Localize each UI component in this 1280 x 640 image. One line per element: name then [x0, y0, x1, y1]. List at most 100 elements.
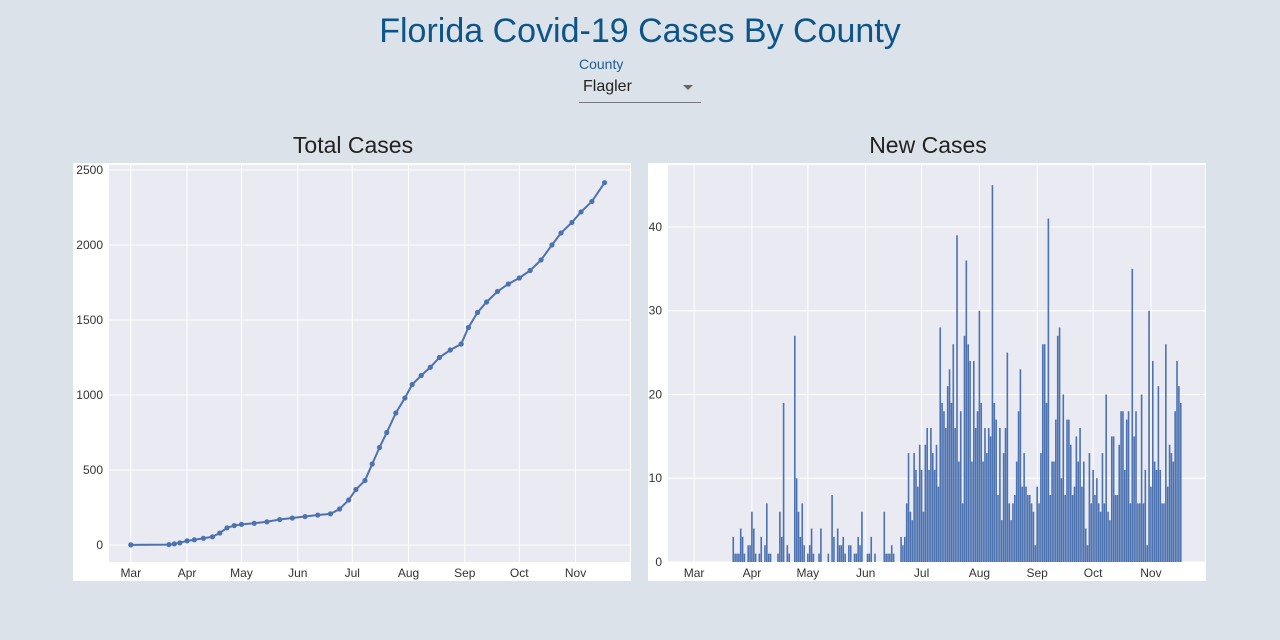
new-cases-bar [764, 545, 766, 562]
new-cases-bar [1045, 402, 1048, 562]
new-cases-bar [989, 436, 992, 562]
total-cases-point [458, 341, 464, 347]
county-select[interactable]: Flagler [579, 74, 701, 103]
new-cases-bar [920, 469, 923, 562]
new-cases-bar [793, 335, 796, 562]
total-cases-point [465, 324, 472, 331]
new-cases-bar [1038, 503, 1040, 562]
new-cases-bar [1135, 411, 1137, 562]
new-cases-bar [752, 528, 755, 562]
new-cases-bar [866, 553, 869, 562]
new-cases-bar [788, 553, 790, 562]
y-tick-label: 1000 [76, 388, 103, 402]
total-cases-point [549, 242, 555, 248]
new-cases-bar [741, 536, 744, 562]
total-cases-point [384, 429, 390, 436]
y-tick-label: 10 [649, 471, 663, 485]
total-cases-point [224, 525, 230, 531]
new-cases-bar [939, 327, 942, 562]
new-cases-bar [1094, 494, 1096, 562]
total-cases-point [251, 520, 257, 526]
new-cases-bar [1053, 461, 1055, 562]
new-cases-bar [971, 461, 973, 562]
new-cases-bar [1107, 511, 1109, 562]
new-cases-bar [857, 536, 859, 562]
new-cases-bar [931, 453, 934, 562]
x-tick-label: Jun [288, 566, 307, 580]
new-cases-bar [902, 545, 904, 562]
total-cases-point [184, 538, 190, 544]
new-cases-bar [946, 386, 949, 562]
y-tick-label: 2500 [76, 163, 103, 177]
new-cases-bar [767, 553, 770, 562]
page-title: Florida Covid-19 Cases By County [379, 12, 901, 50]
total-cases-point [289, 515, 295, 521]
total-cases-point [327, 511, 334, 517]
new-cases-bar [1012, 503, 1014, 562]
total-cases-point [447, 347, 453, 353]
new-cases-bar [797, 511, 800, 562]
total-cases-point [191, 537, 197, 543]
new-cases-bar [1144, 469, 1147, 562]
new-cases-bar [1161, 503, 1163, 562]
new-cases-bar [1084, 528, 1087, 562]
x-tick-label: Jun [856, 566, 875, 580]
total-cases-point [402, 395, 408, 401]
new-cases-bar [1122, 411, 1124, 562]
new-cases-bar [848, 545, 850, 562]
new-cases-bar [945, 427, 947, 562]
total-cases-point [369, 461, 375, 467]
new-cases-bar [1109, 520, 1111, 562]
new-cases-title: New Cases [869, 132, 987, 158]
total-cases-point [578, 209, 584, 215]
new-cases-bar [956, 235, 958, 562]
total-cases-point [238, 521, 245, 527]
y-tick-label: 1500 [76, 313, 103, 327]
new-cases-bar [1125, 419, 1128, 562]
new-cases-bar [838, 545, 841, 562]
new-cases-bar [1006, 352, 1009, 562]
new-cases-bar [807, 553, 809, 562]
new-cases-bar [1172, 461, 1175, 562]
new-cases-bar [1179, 402, 1182, 562]
y-tick-label: 30 [649, 304, 663, 318]
x-tick-label: Aug [969, 566, 990, 580]
new-cases-bar [1051, 461, 1053, 562]
new-cases-bar [743, 553, 746, 562]
new-cases-bar [1083, 461, 1085, 562]
total-cases-point [277, 516, 283, 523]
new-cases-bar [777, 553, 779, 562]
new-cases-bar [1133, 436, 1135, 562]
new-cases-bar [1068, 419, 1070, 562]
new-cases-bar [943, 411, 945, 562]
total-cases-point [516, 275, 522, 281]
new-cases-bar [1114, 494, 1117, 562]
new-cases-bar [1142, 503, 1145, 562]
x-tick-label: Oct [510, 566, 529, 580]
new-cases-bar [1131, 268, 1134, 562]
total-cases-point [418, 372, 424, 379]
new-cases-bar [948, 369, 951, 562]
x-tick-label: May [797, 566, 820, 580]
total-cases-point [315, 512, 321, 518]
new-cases-bar [913, 453, 915, 562]
new-cases-bar [928, 469, 930, 562]
new-cases-bar [1166, 486, 1169, 562]
new-cases-bar [887, 553, 889, 562]
new-cases-bar [1148, 310, 1150, 562]
new-cases-bar [1040, 453, 1042, 562]
new-cases-bar [885, 553, 887, 562]
new-cases-bar [969, 360, 971, 562]
new-cases-bar [892, 553, 895, 562]
new-cases-bar [1155, 469, 1158, 562]
new-cases-bar [1140, 394, 1143, 562]
total-cases-point [217, 530, 223, 536]
new-cases-bar [900, 536, 902, 562]
new-cases-bar [1034, 545, 1037, 562]
plot-area [109, 165, 630, 562]
new-cases-bar [844, 553, 846, 562]
new-cases-bar [1023, 453, 1025, 562]
total-cases-point [209, 534, 216, 540]
new-cases-bar [905, 503, 908, 562]
